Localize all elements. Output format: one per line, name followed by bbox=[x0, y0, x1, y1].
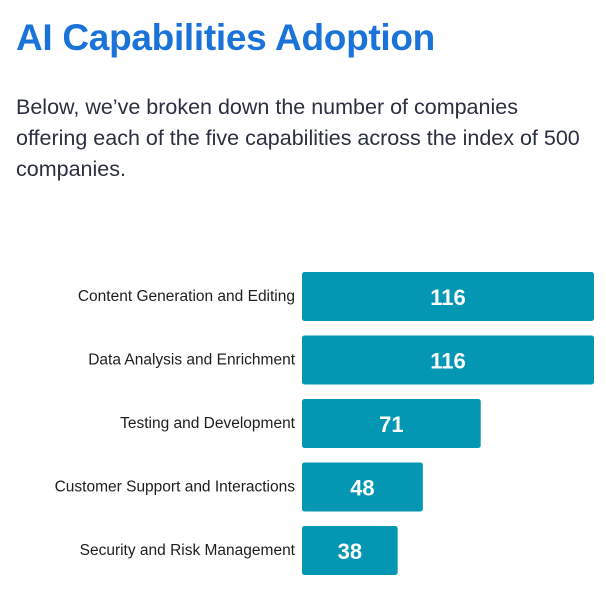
category-label-testing-and-development: Testing and Development bbox=[120, 415, 296, 432]
value-label-data-analysis-and-enrichment: 116 bbox=[430, 349, 466, 374]
bars-layer: Content Generation and Editing 116 Data An… bbox=[55, 272, 594, 575]
category-label-content-generation-and-editing: Content Generation and Editing bbox=[78, 288, 295, 305]
bar-customer-support-and-interactions bbox=[302, 462, 423, 512]
bar-content-generation-and-editing bbox=[302, 272, 594, 321]
page-title: AI Capabilities Adoption bbox=[16, 17, 435, 58]
value-label-testing-and-development: 71 bbox=[379, 412, 403, 437]
value-label-customer-support-and-interactions: 48 bbox=[350, 476, 374, 501]
category-label-data-analysis-and-enrichment: Data Analysis and Enrichment bbox=[88, 352, 295, 369]
page-description: Below, we’ve broken down the number of c… bbox=[16, 95, 580, 181]
value-label-content-generation-and-editing: 116 bbox=[430, 285, 466, 310]
value-label-security-and-risk-management: 38 bbox=[338, 539, 362, 564]
bar-data-analysis-and-enrichment bbox=[302, 335, 594, 385]
bar-security-and-risk-management bbox=[302, 526, 398, 575]
category-label-security-and-risk-management: Security and Risk Management bbox=[80, 542, 296, 559]
bar-testing-and-development bbox=[302, 399, 481, 448]
category-label-customer-support-and-interactions: Customer Support and Interactions bbox=[55, 479, 296, 496]
